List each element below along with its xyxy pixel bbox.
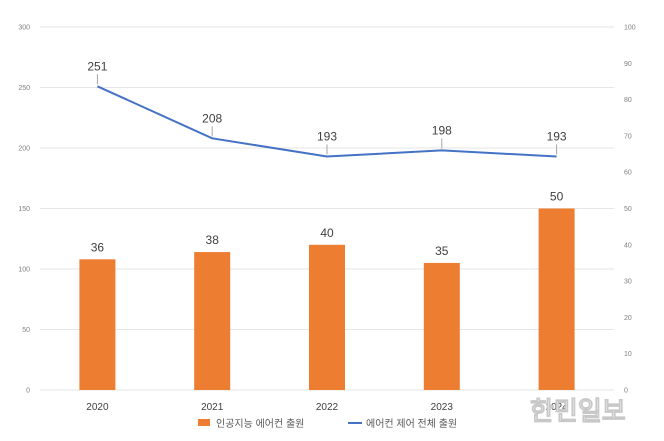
x-axis-tick-label: 2024: [545, 402, 568, 413]
left-axis-tick-label: 100: [18, 267, 30, 274]
series-line: [96, 85, 557, 158]
left-axis-tick-label: 0: [26, 388, 30, 395]
bar-data-label: 40: [320, 226, 334, 240]
bar-data-label: 35: [435, 244, 449, 258]
right-axis-tick-label: 60: [624, 170, 632, 177]
left-axis-tick-label: 50: [22, 327, 30, 334]
x-axis-tick-label: 2022: [316, 402, 339, 413]
left-axis-ticks: 0 50 100 150 200 250 300: [18, 25, 30, 395]
bar: [423, 262, 460, 390]
x-axis-tick-label: 2020: [86, 402, 109, 413]
bar-data-label: 50: [550, 190, 564, 204]
bar: [538, 208, 575, 390]
left-axis-tick-label: 200: [18, 146, 30, 153]
right-axis-ticks: 0 10 20 30 40 50 60 70 80 90 100: [624, 25, 636, 395]
right-axis-tick-label: 70: [624, 133, 632, 140]
right-axis-tick-label: 10: [624, 351, 632, 358]
line-series: 251 208 193 198 193: [87, 59, 567, 158]
line-data-label: 193: [547, 129, 567, 143]
left-axis-tick-label: 250: [18, 85, 30, 92]
right-axis-tick-label: 20: [624, 315, 632, 322]
line-data-label: 193: [317, 129, 337, 143]
line-data-label: 208: [202, 111, 222, 125]
legend-swatch-bar: [198, 419, 210, 426]
left-axis-tick-label: 300: [18, 25, 30, 32]
x-axis-tick-label: 2023: [431, 402, 454, 413]
legend-label-line: 에어컨 제어 전체 출원: [366, 418, 457, 430]
bar-series: 36 38 40 35 50: [79, 190, 575, 390]
bar-data-label: 38: [206, 233, 220, 247]
x-axis-ticks: 2020 2021 2022 2023 2024: [86, 402, 568, 413]
line-data-label: 198: [432, 123, 452, 137]
right-axis-tick-label: 80: [624, 97, 632, 104]
legend: 인공지능 에어컨 출원 에어컨 제어 전체 출원: [198, 418, 457, 430]
right-axis-tick-label: 50: [624, 206, 632, 213]
bar: [309, 244, 345, 390]
right-axis-tick-label: 90: [624, 61, 632, 68]
right-axis-tick-label: 30: [624, 279, 632, 286]
left-axis-tick-label: 150: [18, 206, 30, 213]
right-axis-tick-label: 100: [624, 25, 636, 32]
legend-label-bar: 인공지능 에어컨 출원: [216, 418, 304, 430]
bar: [194, 252, 231, 390]
right-axis-tick-label: 0: [624, 388, 628, 395]
right-axis-tick-label: 40: [624, 242, 632, 249]
x-axis-tick-label: 2021: [201, 402, 224, 413]
watermark-logo: 한민일보: [530, 397, 626, 427]
bar-data-label: 36: [91, 240, 105, 254]
bar: [79, 259, 116, 390]
line-data-label: 251: [87, 59, 107, 73]
